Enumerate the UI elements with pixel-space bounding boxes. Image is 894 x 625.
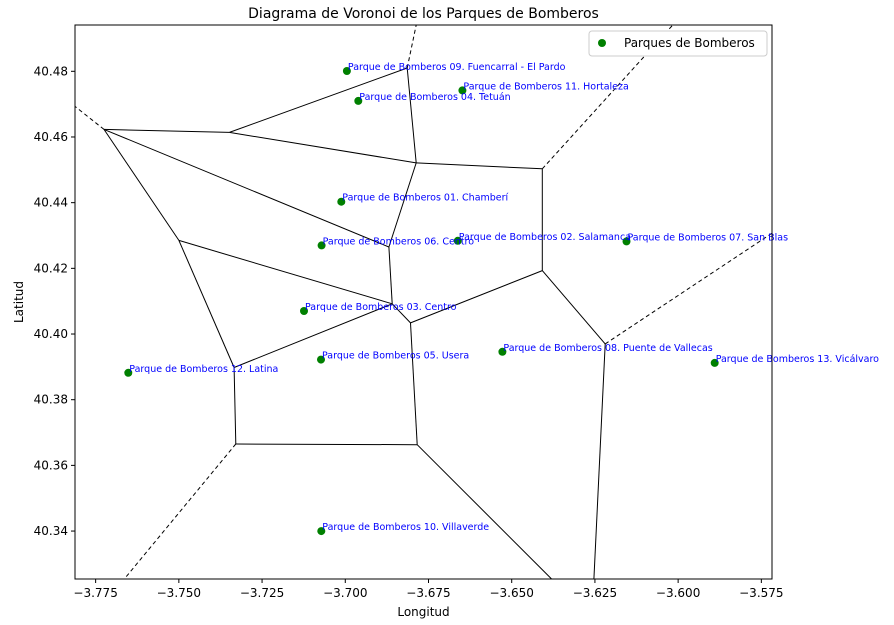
y-tick-label-2: 40.38	[34, 393, 68, 407]
voronoi-edges	[75, 25, 772, 579]
station-label-5: Parque de Bomberos 07. San Blas	[628, 232, 789, 243]
voronoi-edge-1	[229, 67, 408, 133]
station-point-2	[354, 96, 363, 105]
station-point-6	[317, 241, 326, 250]
station-label-12: Parque de Bomberos 10. Villaverde	[322, 522, 489, 533]
y-tick-label-5: 40.44	[34, 196, 68, 210]
voronoi-edge-4	[416, 162, 543, 170]
station-point-3	[337, 197, 346, 206]
voronoi-edge-13	[391, 303, 411, 324]
x-tick-label-2: −3.725	[240, 586, 284, 600]
voronoi-edge-11	[178, 240, 235, 368]
voronoi-edge-24	[604, 232, 772, 345]
station-label-11: Parque de Bomberos 12. Latina	[129, 364, 278, 375]
voronoi-edge-7	[103, 128, 390, 248]
x-tick-label-5: −3.650	[489, 586, 533, 600]
y-tick-label-1: 40.36	[34, 458, 68, 472]
station-point-10	[710, 358, 719, 367]
x-tick-label-1: −3.750	[157, 586, 201, 600]
station-point-0	[342, 67, 351, 75]
y-axis-title: Latitud	[12, 281, 26, 323]
station-label-0: Parque de Bomberos 09. Fuencarral - El P…	[348, 62, 566, 73]
x-axis: −3.775 −3.750 −3.725 −3.700 −3.675 −3.650 −3.6…	[73, 579, 784, 600]
y-tick-label-6: 40.46	[34, 130, 68, 144]
station-point-12	[317, 527, 326, 536]
station-label-6: Parque de Bomberos 06. Centro	[323, 236, 475, 247]
voronoi-edge-14	[410, 270, 543, 324]
station-point-4	[453, 236, 462, 245]
legend: Parques de Bomberos	[588, 30, 768, 57]
voronoi-edge-6	[388, 162, 417, 248]
y-tick-label-4: 40.42	[34, 261, 68, 275]
station-label-10: Parque de Bomberos 13. Vicálvaro	[716, 354, 879, 365]
voronoi-edge-17	[233, 367, 237, 445]
station-point-5	[622, 237, 631, 246]
station-label-2: Parque de Bomberos 04. Tetuán	[359, 92, 510, 103]
voronoi-edge-2	[406, 67, 417, 163]
voronoi-edge-3	[229, 131, 417, 164]
voronoi-edge-25	[123, 443, 237, 579]
station-point-11	[124, 368, 133, 377]
station-label-1: Parque de Bomberos 11. Hortaleza	[463, 81, 628, 92]
y-axis: 40.34 40.36 40.38 40.40 40.42 40.44 40.46 40.48	[34, 64, 75, 538]
voronoi-edge-23	[75, 106, 105, 130]
legend-marker-icon	[598, 39, 606, 47]
chart-title: Diagrama de Voronoi de los Parques de Bo…	[248, 6, 599, 22]
voronoi-edge-18	[235, 443, 418, 446]
station-point-9	[498, 347, 507, 356]
y-tick-label-7: 40.48	[34, 64, 68, 78]
station-point-1	[458, 86, 467, 95]
voronoi-edge-16	[410, 322, 418, 445]
x-tick-label-7: −3.600	[656, 586, 700, 600]
legend-box	[588, 30, 768, 57]
station-labels: Parque de Bomberos 09. Fuencarral - El P…	[129, 62, 879, 533]
station-label-7: Parque de Bomberos 03. Centro	[305, 302, 457, 313]
station-label-8: Parque de Bomberos 05. Usera	[322, 351, 469, 362]
plot-frame	[74, 24, 773, 580]
legend-entry-label: Parques de Bomberos	[624, 36, 755, 50]
x-tick-label-8: −3.575	[739, 586, 783, 600]
station-label-4: Parque de Bomberos 02. Salamanca	[459, 232, 631, 243]
x-tick-label-4: −3.675	[406, 586, 450, 600]
voronoi-edge-19	[416, 444, 552, 579]
station-point-7	[300, 307, 308, 315]
x-tick-label-0: −3.775	[73, 586, 117, 600]
x-axis-title: Longitud	[397, 605, 449, 619]
voronoi-edge-15	[541, 270, 606, 345]
voronoi-edge-12	[233, 303, 393, 368]
voronoi-edge-9	[103, 129, 180, 241]
voronoi-edge-0	[103, 128, 230, 133]
station-label-9: Parque de Bomberos 08. Puente de Valleca…	[503, 343, 712, 354]
station-point-8	[317, 355, 325, 364]
voronoi-edge-10	[178, 239, 393, 305]
y-tick-label-0: 40.34	[34, 524, 68, 538]
station-label-3: Parque de Bomberos 01. Chamberí	[342, 193, 508, 204]
voronoi-edge-21	[406, 25, 417, 69]
y-tick-label-3: 40.40	[34, 327, 68, 341]
x-tick-label-3: −3.700	[323, 586, 367, 600]
voronoi-edge-20	[593, 343, 606, 579]
x-tick-label-6: −3.625	[573, 586, 617, 600]
voronoi-edge-8	[388, 246, 393, 304]
station-points	[124, 67, 719, 536]
